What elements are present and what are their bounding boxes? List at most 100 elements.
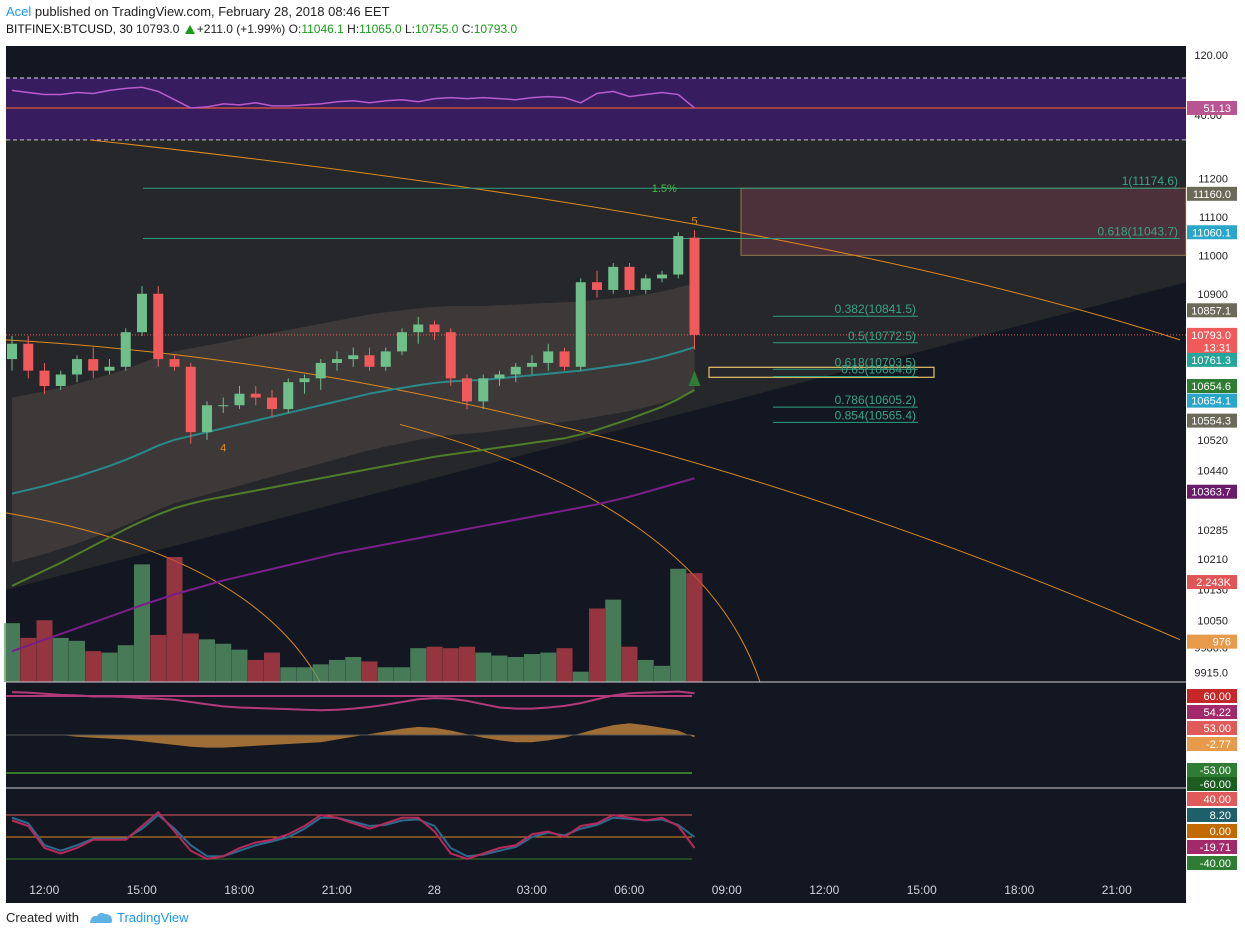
candle-body: [185, 366, 196, 433]
bollinger-band: [12, 283, 695, 563]
price-badge: 11060.1: [1192, 227, 1231, 239]
volume-bar: [150, 634, 167, 682]
fib-arc-4: [399, 423, 761, 683]
candle-body: [7, 343, 17, 360]
high-label: H:: [347, 22, 360, 36]
price-badge: 10857.1: [1191, 305, 1231, 317]
candle-body: [657, 274, 667, 279]
header-bar: Acel published on TradingView.com, Febru…: [0, 0, 1245, 42]
author-link[interactable]: Acel: [6, 4, 32, 19]
candle-body: [527, 362, 537, 367]
osc1-badge: -60.00: [1200, 779, 1231, 791]
volume-bar: [36, 620, 53, 682]
osc1-line: [11, 690, 695, 712]
tradingview-brand-link[interactable]: TradingView: [117, 910, 189, 925]
osc2-badge-bg: [1187, 824, 1237, 838]
time-tick-label: 21:00: [322, 883, 352, 897]
volume-bar: [85, 651, 102, 682]
price-badge-bg: [1187, 303, 1237, 318]
volume-bar: [572, 671, 589, 682]
candle-body: [364, 355, 375, 367]
price-tick-label: 10440: [1197, 466, 1228, 478]
time-tick-label: 12:00: [29, 883, 59, 897]
fib-support-box: [708, 366, 935, 378]
volume-bar: [296, 667, 313, 682]
time-tick-label: 15:00: [907, 883, 937, 897]
price-tick-label: 10210: [1197, 554, 1228, 566]
last-price: 10793.0: [136, 22, 180, 36]
volume-bar: [637, 659, 654, 682]
candle-body: [283, 382, 294, 410]
osc2-k-line: [11, 810, 696, 861]
volume-bar: [442, 648, 459, 682]
rsi-band: [6, 78, 1186, 140]
chart-area[interactable]: 1(11174.6) 0.618(11043.7) 0.382(10841.5) 0.…: [0, 42, 1245, 903]
price-tick-label: 10285: [1197, 525, 1228, 537]
volume-bar: [264, 652, 280, 682]
up-triangle-icon: [184, 25, 195, 34]
osc1-badge-bg: [1187, 705, 1237, 719]
candle-body: [120, 332, 131, 367]
annotation-label: 1.5%: [652, 183, 677, 195]
volume-bar: [491, 655, 508, 682]
price-axis[interactable]: [1186, 46, 1245, 878]
candle-body: [39, 370, 50, 387]
annotation-label: 5: [691, 216, 697, 228]
volume-bar: [410, 648, 427, 682]
price-badge: 10654.1: [1191, 396, 1231, 408]
volume-bar: [280, 667, 297, 682]
fib-label: 1(11174.6): [1122, 174, 1178, 188]
candle-body: [153, 293, 164, 360]
volume-bar: [247, 659, 264, 682]
time-tick-label: 18:00: [1004, 883, 1034, 897]
time-tick-label: 06:00: [614, 883, 644, 897]
candle-body: [575, 282, 586, 367]
rsi-badge: 51.13: [1203, 103, 1231, 115]
volume-bar: [182, 633, 199, 682]
fib-label: 0.65(10684.8): [841, 362, 916, 376]
volume-bar: [361, 661, 378, 682]
fib-label: 0.786(10605.2): [835, 393, 916, 407]
time-tick-label: 21:00: [1102, 883, 1132, 897]
candle-body: [624, 266, 635, 290]
candle-body: [104, 366, 115, 371]
price-tick-label: 10900: [1197, 289, 1228, 301]
time-tick-label: 15:00: [127, 883, 157, 897]
candle-body: [559, 351, 570, 367]
volume-bar: [231, 649, 248, 682]
price-badge: 976: [1213, 637, 1231, 649]
candle-body: [543, 351, 554, 363]
price-badge-bg: [1187, 352, 1237, 367]
candle-body: [202, 405, 212, 433]
time-tick-label: 09:00: [712, 883, 742, 897]
candle-body: [673, 236, 684, 275]
candle-body: [462, 378, 472, 402]
osc1-badge-bg: [1187, 763, 1237, 777]
volume-bar: [605, 599, 622, 682]
publish-line: Acel published on TradingView.com, Febru…: [6, 4, 390, 19]
candle-body: [267, 397, 277, 410]
candle-body: [689, 237, 700, 335]
price-badge-bg: [1187, 340, 1237, 355]
price-badge: 10793.0: [1191, 330, 1231, 342]
candle-body: [397, 332, 407, 352]
volume-bar: [345, 657, 362, 682]
footer-bar: Created with TradingView: [0, 903, 1245, 935]
osc2-badge: 8.20: [1210, 810, 1231, 822]
candle-body: [169, 359, 180, 367]
candle-body: [137, 293, 147, 333]
time-tick-label: 28: [428, 883, 442, 897]
candle-body: [332, 359, 342, 363]
open-label: O:: [288, 22, 302, 36]
volume-bar: [654, 665, 670, 682]
volume-bar: [589, 608, 605, 682]
low-value: 10755.0: [415, 22, 459, 36]
annotation-label: 4: [220, 442, 226, 454]
candle-body: [494, 374, 505, 379]
candle-body: [413, 324, 424, 333]
price-badge-bg: [1187, 575, 1237, 590]
price-tick-label: 10520: [1197, 435, 1228, 447]
candle-body: [55, 374, 66, 387]
volume-bar: [215, 643, 232, 682]
volume-bar: [524, 654, 540, 682]
